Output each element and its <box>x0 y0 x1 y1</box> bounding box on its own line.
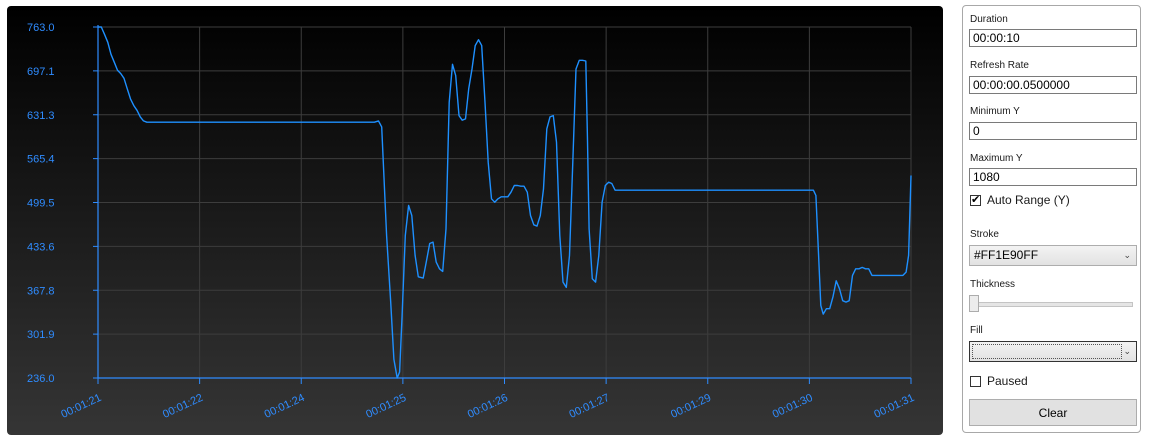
maximum-y-label: Maximum Y <box>970 153 1023 164</box>
line-chart: 763.0 697.1 631.3 565.4 499.5 433.6 367.8 301.9… <box>27 22 916 421</box>
settings-panel: Duration 00:00:10 Refresh Rate 00:00:00.… <box>962 5 1141 433</box>
chart-panel: 763.0 697.1 631.3 565.4 499.5 433.6 367.8 301.9… <box>7 6 943 435</box>
y-tick-label: 367.8 <box>27 285 55 297</box>
thickness-label: Thickness <box>970 279 1016 290</box>
x-tick-label: 00:01:30 <box>771 392 815 421</box>
thickness-slider-thumb[interactable] <box>969 295 979 312</box>
x-tick-label: 00:01:31 <box>872 392 916 421</box>
duration-label: Duration <box>970 14 1008 25</box>
y-tick-label: 499.5 <box>27 198 55 210</box>
series-line <box>98 26 912 379</box>
minimum-y-input[interactable]: 0 <box>969 122 1137 140</box>
refresh-rate-input[interactable]: 00:00:00.0500000 <box>969 76 1137 94</box>
focus-rectangle <box>972 344 1122 359</box>
y-tick-label: 301.9 <box>27 329 55 341</box>
x-tick-label: 00:01:26 <box>466 392 510 421</box>
stroke-select-value: #FF1E90FF <box>974 248 1039 262</box>
stroke-select[interactable]: #FF1E90FF ⌄ <box>969 245 1137 266</box>
auto-range-toggle[interactable]: ✔ Auto Range (Y) <box>970 193 1070 207</box>
stroke-label: Stroke <box>970 229 999 240</box>
auto-range-checkbox[interactable]: ✔ <box>970 193 981 206</box>
y-tick-label: 565.4 <box>27 154 55 166</box>
y-tick-label: 697.1 <box>27 66 55 78</box>
x-tick-label: 00:01:29 <box>669 392 713 421</box>
y-tick-label: 763.0 <box>27 22 55 34</box>
paused-toggle[interactable]: Paused <box>970 374 1028 388</box>
auto-range-label: Auto Range (Y) <box>987 193 1070 207</box>
chevron-down-icon: ⌄ <box>1123 346 1131 356</box>
y-tick-label: 433.6 <box>27 241 55 253</box>
clear-button[interactable]: Clear <box>969 399 1137 426</box>
x-tick-label: 00:01:25 <box>364 392 408 421</box>
maximum-y-input[interactable]: 1080 <box>969 168 1137 186</box>
y-tick-label: 631.3 <box>27 110 55 122</box>
chevron-down-icon: ⌄ <box>1123 250 1131 260</box>
fill-label: Fill <box>970 325 983 336</box>
thickness-slider-track[interactable] <box>977 302 1133 307</box>
minimum-y-label: Minimum Y <box>970 106 1020 117</box>
paused-label: Paused <box>987 374 1028 388</box>
x-tick-label: 00:01:24 <box>263 392 307 421</box>
paused-checkbox[interactable] <box>970 375 981 387</box>
x-tick-label: 00:01:27 <box>568 392 612 421</box>
x-tick-label: 00:01:22 <box>161 392 205 421</box>
refresh-rate-label: Refresh Rate <box>970 60 1029 71</box>
y-tick-label: 236.0 <box>27 373 55 385</box>
x-tick-label: 00:01:21 <box>59 392 103 421</box>
fill-select[interactable]: ⌄ <box>969 341 1137 362</box>
duration-input[interactable]: 00:00:10 <box>969 29 1137 47</box>
